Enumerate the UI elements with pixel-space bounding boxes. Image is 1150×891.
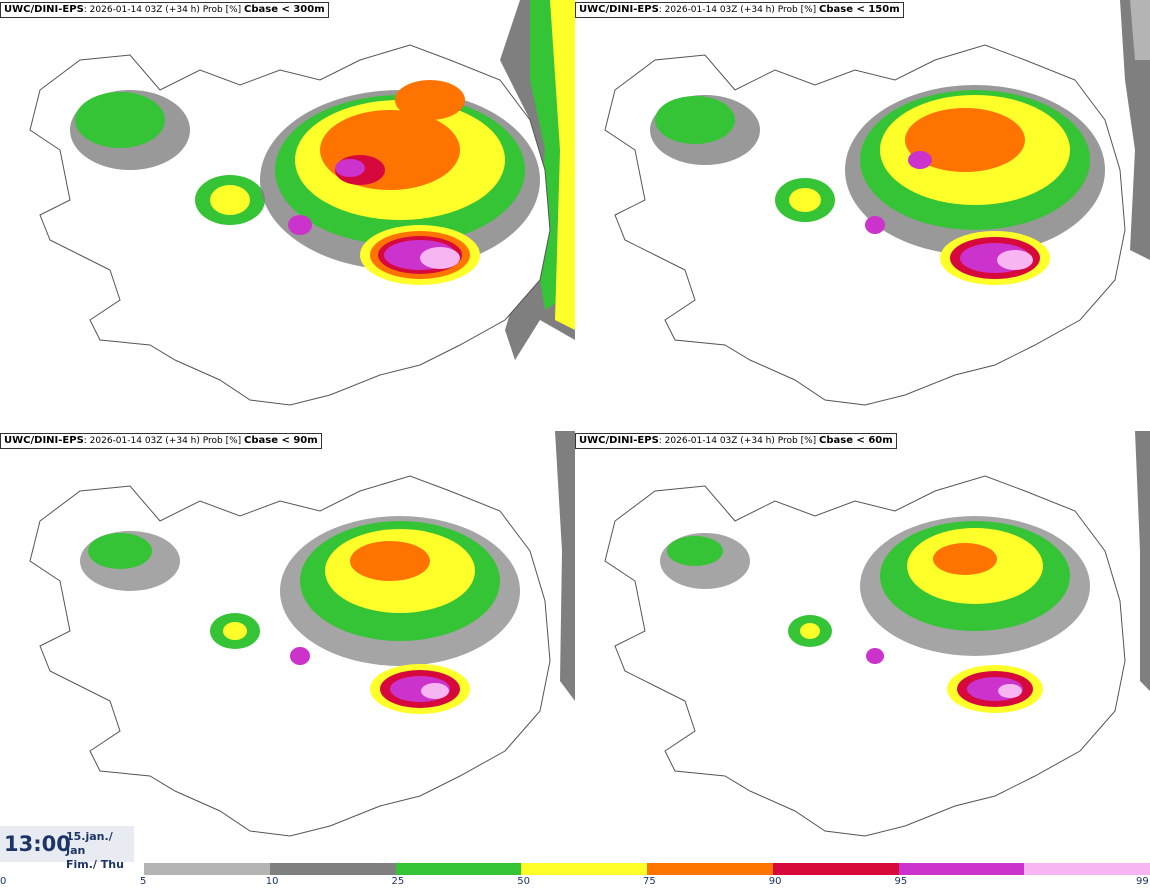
probability-field [80,516,520,714]
model-name: UWC/DINI-EPS [579,4,659,15]
iceland-probability-map [29,0,575,406]
map-panel-cbase-90: UWC/DINI-EPS: 2026-01-14 03Z (+34 h) Pro… [0,431,575,862]
panel-title: UWC/DINI-EPS: 2026-01-14 03Z (+34 h) Pro… [575,433,897,449]
colorbar-segment [521,863,647,875]
colorbar-segment [898,863,1025,875]
colorbar-segment [1024,863,1150,875]
iceland-probability-map [604,431,1150,837]
run-info: : 2026-01-14 03Z (+34 h) Prob [%] [658,436,820,446]
colorbar-tick-label: 95 [894,876,908,887]
probability-field [660,516,1090,713]
variable-name: Cbase < 300m [244,4,325,15]
colorbar-segment [772,863,899,875]
probability-colorbar [144,863,1150,875]
map-panel-cbase-150: UWC/DINI-EPS: 2026-01-14 03Z (+34 h) Pro… [575,0,1150,431]
run-info: : 2026-01-14 03Z (+34 h) Prob [%] [83,436,245,446]
variable-name: Cbase < 60m [819,435,893,446]
map-panel-cbase-300: UWC/DINI-EPS: 2026-01-14 03Z (+34 h) Pro… [0,0,575,431]
valid-date-line2: Fim./ Thu [66,858,124,871]
model-name: UWC/DINI-EPS [4,435,84,446]
panel-title: UWC/DINI-EPS: 2026-01-14 03Z (+34 h) Pro… [575,2,904,18]
valid-time-box: 13:00 15.jan./ Jan Fim./ Thu [0,826,134,871]
colorbar-tick-label: 99 [1136,876,1149,887]
colorbar-tick-label: 5 [140,876,147,887]
colorbar-segment [647,863,773,875]
iceland-probability-map [29,431,575,837]
colorbar-tick-label: 75 [643,876,656,887]
model-name: UWC/DINI-EPS [4,4,84,15]
iceland-probability-map [604,0,1150,406]
colorbar-segment [144,863,270,875]
colorbar-tick-label: 50 [517,876,530,887]
model-name: UWC/DINI-EPS [579,435,659,446]
iceland-outline [604,475,1126,837]
run-info: : 2026-01-14 03Z (+34 h) Prob [%] [83,5,245,15]
probability-field [70,80,540,285]
valid-time-clock: 13:00 [4,832,71,856]
panel-title: UWC/DINI-EPS: 2026-01-14 03Z (+34 h) Pro… [0,2,329,18]
map-panel-cbase-60: UWC/DINI-EPS: 2026-01-14 03Z (+34 h) Pro… [575,431,1150,862]
colorbar-tick-label: 25 [391,876,405,887]
colorbar-segment [395,863,522,875]
panel-title: UWC/DINI-EPS: 2026-01-14 03Z (+34 h) Pro… [0,433,322,449]
run-info: : 2026-01-14 03Z (+34 h) Prob [%] [658,5,820,15]
probability-field [650,85,1105,285]
colorbar-tick-label: 10 [265,876,279,887]
colorbar-tick-label: 0 [0,876,7,887]
colorbar-segment [269,863,396,875]
variable-name: Cbase < 90m [244,435,318,446]
valid-time-date: 15.jan./ Jan Fim./ Thu [66,830,134,872]
colorbar-tick-label: 90 [768,876,782,887]
variable-name: Cbase < 150m [819,4,900,15]
valid-date-line1: 15.jan./ Jan [66,830,113,857]
